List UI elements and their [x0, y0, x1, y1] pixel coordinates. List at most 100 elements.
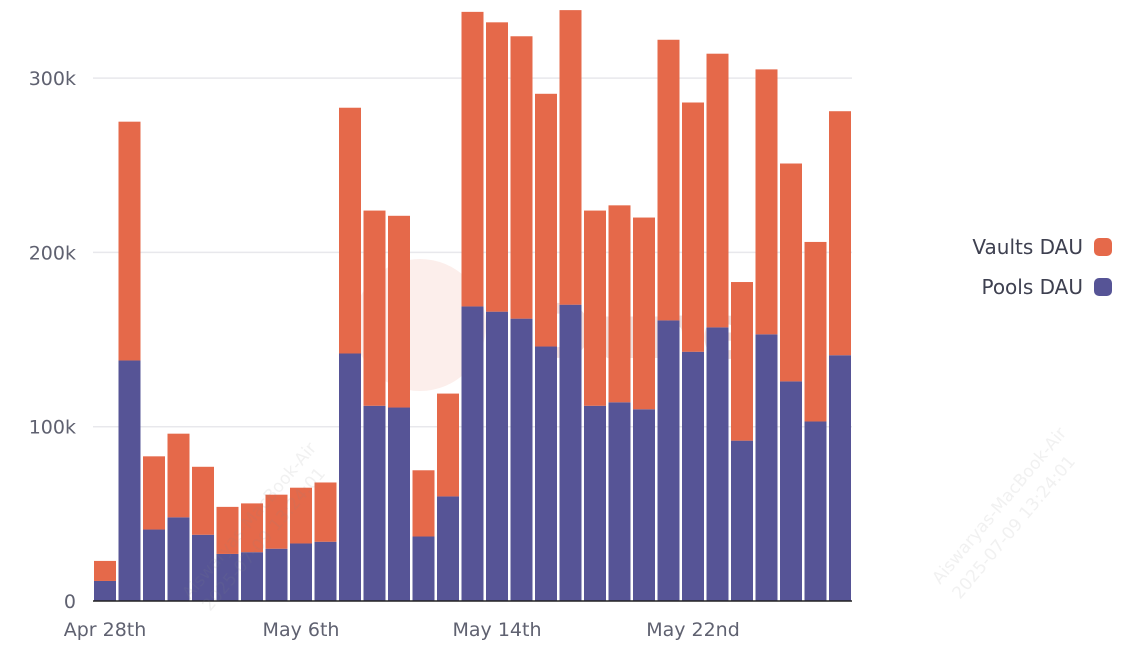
vaults-bar[interactable]: [363, 210, 386, 406]
pools-bar[interactable]: [94, 580, 116, 601]
pools-bar[interactable]: [437, 496, 459, 601]
vaults-bar[interactable]: [412, 470, 435, 537]
pools-bar[interactable]: [682, 351, 704, 601]
x-axis: Apr 28th May 6th May 14th May 22nd: [64, 619, 740, 641]
vaults-bar[interactable]: [829, 111, 851, 356]
pools-bar[interactable]: [780, 381, 802, 601]
vaults-bar[interactable]: [461, 11, 484, 307]
pools-bar[interactable]: [657, 320, 680, 601]
bar-group-may-1[interactable]: [167, 433, 190, 601]
pools-bar[interactable]: [412, 536, 435, 601]
bar-group-may-16[interactable]: [535, 93, 557, 601]
bar-group-may-10[interactable]: [388, 215, 410, 601]
legend-item-vaults-dau[interactable]: Vaults DAU: [972, 235, 1112, 259]
vaults-bar[interactable]: [216, 506, 239, 554]
vaults-bar[interactable]: [192, 466, 214, 535]
bar-group-may-19[interactable]: [608, 205, 631, 601]
vaults-bar[interactable]: [731, 282, 753, 441]
watermark-line1-right: Aiswaryas-MacBook-Air: [929, 424, 1071, 588]
bar-group-may-7[interactable]: [314, 482, 337, 601]
bar-group-may-11[interactable]: [412, 470, 435, 601]
pools-bar[interactable]: [241, 552, 263, 601]
bar-group-may-3[interactable]: [216, 506, 239, 601]
pools-bar[interactable]: [559, 304, 582, 601]
pools-bar[interactable]: [363, 405, 386, 601]
vaults-bar[interactable]: [657, 39, 680, 321]
pools-bar[interactable]: [143, 529, 165, 601]
bar-group-may-9[interactable]: [363, 210, 386, 601]
pools-bar[interactable]: [535, 346, 557, 601]
bar-group-apr-29[interactable]: [118, 121, 141, 601]
vaults-bar[interactable]: [559, 10, 582, 305]
vaults-bar[interactable]: [167, 433, 190, 518]
vaults-bar[interactable]: [706, 53, 729, 328]
bar-group-may-15[interactable]: [510, 36, 533, 601]
x-tick-label: May 6th: [263, 619, 340, 641]
bar-group-may-27[interactable]: [804, 241, 827, 601]
pools-bar[interactable]: [167, 517, 190, 601]
vaults-bar[interactable]: [290, 487, 312, 544]
pools-bar[interactable]: [314, 541, 337, 601]
vaults-bar[interactable]: [804, 241, 827, 422]
vaults-bar[interactable]: [241, 503, 263, 553]
pools-bar[interactable]: [706, 327, 729, 601]
bar-group-may-28[interactable]: [829, 111, 851, 601]
pools-bar[interactable]: [265, 548, 288, 601]
pools-bar[interactable]: [633, 409, 655, 601]
bar-group-may-8[interactable]: [339, 107, 361, 601]
vaults-bar[interactable]: [510, 36, 533, 319]
pools-bar[interactable]: [339, 353, 361, 601]
bar-group-may-4[interactable]: [241, 503, 263, 601]
pools-bar[interactable]: [755, 334, 778, 601]
pools-bar[interactable]: [388, 407, 410, 601]
pools-bar[interactable]: [486, 311, 508, 601]
pools-bar[interactable]: [731, 440, 753, 601]
vaults-bar[interactable]: [780, 163, 802, 382]
pools-bar[interactable]: [829, 355, 851, 601]
bar-group-may-5[interactable]: [265, 494, 288, 601]
bar-group-may-12[interactable]: [437, 393, 459, 601]
pools-bar[interactable]: [290, 543, 312, 601]
vaults-bar[interactable]: [486, 22, 508, 312]
vaults-bar[interactable]: [584, 210, 606, 406]
bar-group-may-2[interactable]: [192, 466, 214, 601]
vaults-bar[interactable]: [682, 102, 704, 352]
vaults-bar[interactable]: [535, 93, 557, 347]
bar-group-may-22[interactable]: [682, 102, 704, 601]
bar-group-apr-28[interactable]: [94, 560, 116, 601]
bar-group-may-21[interactable]: [657, 39, 680, 601]
vaults-bar[interactable]: [755, 69, 778, 335]
bar-group-may-18[interactable]: [584, 210, 606, 601]
vaults-bar[interactable]: [118, 121, 141, 361]
vaults-bar[interactable]: [608, 205, 631, 403]
pools-bar[interactable]: [804, 421, 827, 601]
pools-bar[interactable]: [461, 306, 484, 601]
bar-group-may-24[interactable]: [731, 282, 753, 601]
vaults-bar[interactable]: [314, 482, 337, 542]
pools-bar[interactable]: [584, 405, 606, 601]
pools-bar[interactable]: [192, 534, 214, 601]
vaults-bar[interactable]: [437, 393, 459, 497]
bar-group-may-13[interactable]: [461, 11, 484, 601]
bar-group-may-14[interactable]: [486, 22, 508, 601]
bar-group-may-20[interactable]: [633, 217, 655, 601]
vaults-bar[interactable]: [143, 456, 165, 530]
bar-group-may-26[interactable]: [780, 163, 802, 601]
bar-group-may-17[interactable]: [559, 10, 582, 601]
pools-bar[interactable]: [118, 360, 141, 601]
bar-group-may-23[interactable]: [706, 53, 729, 601]
legend-item-pools-dau[interactable]: Pools DAU: [981, 275, 1112, 299]
vaults-bar[interactable]: [388, 215, 410, 408]
vaults-bar[interactable]: [94, 560, 116, 581]
pools-bar[interactable]: [510, 318, 533, 601]
vaults-bar[interactable]: [265, 494, 288, 549]
vaults-bar[interactable]: [339, 107, 361, 354]
pools-bar[interactable]: [216, 553, 239, 601]
y-tick-label: 0: [64, 591, 76, 613]
bar-group-apr-30[interactable]: [143, 456, 165, 601]
bar-group-may-25[interactable]: [755, 69, 778, 601]
pools-bar[interactable]: [608, 402, 631, 601]
bar-group-may-6[interactable]: [290, 487, 312, 601]
vaults-bar[interactable]: [633, 217, 655, 410]
